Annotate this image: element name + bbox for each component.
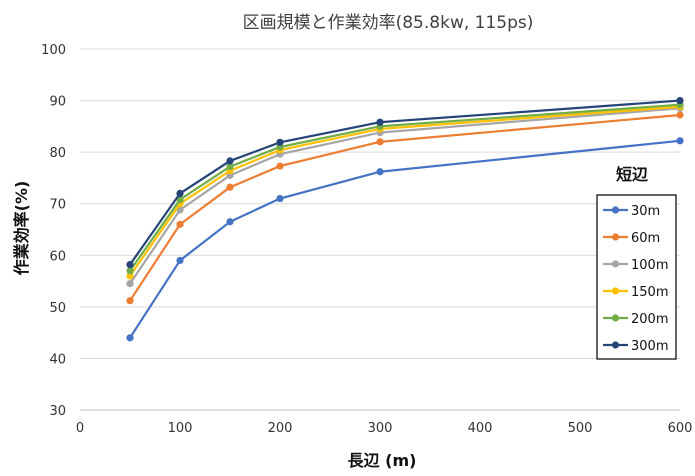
data-point [126,334,134,342]
legend-swatch-marker [611,260,620,268]
y-tick-label: 50 [49,301,66,316]
data-point [126,260,134,269]
data-point [226,157,234,165]
y-tick-label: 70 [49,198,66,213]
gridlines [80,48,680,411]
legend-label: 100m [631,258,668,273]
x-axis-ticks: 0 100 200 300 400 500 600 [76,421,693,436]
legend-swatch-marker [611,233,620,241]
series-line [129,139,681,339]
data-point [376,118,384,126]
legend-swatch-marker [611,287,620,295]
data-point [376,168,384,176]
series-60m [126,111,684,305]
data-point [276,194,284,203]
y-tick-label: 60 [49,249,66,264]
data-point [676,111,684,119]
data-point [126,267,134,275]
x-tick-label: 300 [368,421,393,436]
data-point [126,280,134,288]
legend-label: 150m [631,285,668,300]
legend-box [596,194,677,360]
y-tick-label: 40 [49,352,66,367]
y-tick-label: 100 [41,43,66,58]
legend-title: 短辺 [616,165,648,184]
chart-title: 区画規模と作業効率(85.8kw, 115ps) [243,13,534,33]
data-point [676,96,684,105]
x-tick-label: 200 [268,421,293,436]
legend-swatch-marker [611,206,620,214]
legend-item: 200m [603,312,668,327]
data-point [226,162,234,171]
data-point [176,189,184,197]
legend-label: 200m [631,312,668,327]
data-point [226,218,234,226]
x-tick-label: 0 [76,421,84,436]
legend-item: 60m [603,231,660,246]
data-point [176,256,184,265]
y-tick-label: 90 [49,95,66,110]
legend-swatch-marker [611,314,620,322]
series-group [126,96,684,342]
legend-item: 30m [603,204,660,219]
x-tick-label: 100 [168,421,193,436]
data-point [376,138,384,146]
legend-label: 300m [631,339,668,354]
data-point [276,138,284,146]
data-point [676,137,684,145]
y-tick-label: 80 [49,146,66,161]
x-tick-label: 500 [568,421,593,436]
series-line [129,113,681,302]
legend-item: 150m [603,285,668,300]
data-point [176,220,184,228]
series-line [129,105,681,277]
x-axis-title: 長辺 (m) [348,451,417,470]
legend: 30m 60m 100m 150m 200m 300m [596,194,677,360]
legend-label: 30m [631,204,660,219]
legend-item: 100m [603,258,668,273]
data-point [226,183,234,191]
data-point [126,297,134,305]
data-point [126,272,134,280]
x-tick-label: 400 [468,421,493,436]
y-axis-ticks: 30 40 50 60 70 80 90 100 [41,43,66,419]
y-axis-title: 作業効率(%) [12,181,31,276]
series-line [129,99,681,266]
series-line [129,103,681,272]
legend-item: 300m [603,339,668,354]
series-30m [126,137,684,342]
y-tick-label: 30 [49,404,66,419]
series-300m [126,96,684,269]
data-point [276,162,284,170]
legend-swatch-marker [611,341,620,349]
legend-label: 60m [631,231,660,246]
series-line [129,107,681,285]
x-tick-label: 600 [668,421,693,436]
